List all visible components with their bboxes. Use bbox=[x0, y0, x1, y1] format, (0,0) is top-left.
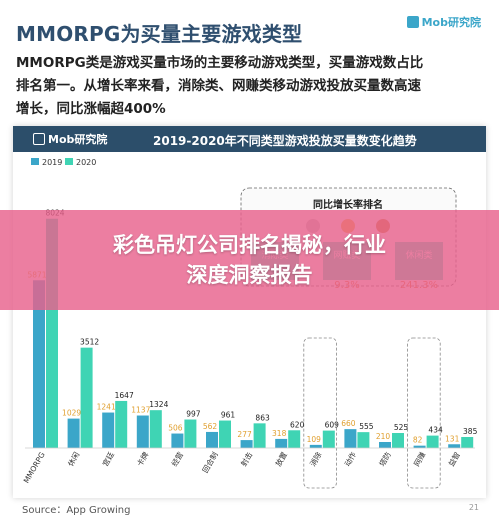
banner-line-1: 彩色吊灯公司排名揭秘，行业 bbox=[113, 233, 386, 257]
data-label-2020-消除: 609 bbox=[325, 421, 340, 430]
bar-2019-网赚 bbox=[413, 445, 426, 448]
bar-2020-益智 bbox=[461, 437, 474, 448]
bar-2020-网赚 bbox=[426, 435, 439, 448]
bar-2020-宫廷 bbox=[115, 400, 128, 448]
source-note: Source：App Growing bbox=[22, 505, 131, 516]
data-label-2019-益智: 131 bbox=[445, 434, 460, 443]
category-label-卡牌: 卡牌 bbox=[134, 450, 150, 468]
bar-2019-宫廷 bbox=[102, 412, 115, 448]
highlight-box-网赚 bbox=[407, 337, 441, 489]
category-label-益智: 益智 bbox=[446, 450, 462, 468]
bar-2020-射击 bbox=[253, 423, 266, 448]
data-label-2019-经营: 506 bbox=[168, 424, 183, 433]
data-label-2020-宫廷: 1647 bbox=[115, 391, 134, 400]
legend-swatch-2020 bbox=[65, 158, 73, 165]
bar-2019-放置 bbox=[275, 438, 288, 448]
data-label-2020-塔防: 525 bbox=[394, 423, 409, 432]
summary-line-1: MMORPG类是游戏买量市场的主要移动游戏类型，买量游戏数占比 bbox=[16, 55, 424, 71]
data-label-2020-卡牌: 1324 bbox=[149, 400, 168, 409]
bar-2020-塔防 bbox=[392, 433, 404, 448]
category-label-放置: 放置 bbox=[273, 450, 289, 468]
data-label-2020-放置: 620 bbox=[290, 420, 305, 429]
category-label-MMORPG: MMORPG bbox=[22, 450, 47, 484]
data-label-2020-休闲: 3512 bbox=[80, 338, 99, 347]
bar-2019-塔防 bbox=[379, 442, 391, 448]
slide-title: MMORPG为买量主要游戏类型 bbox=[16, 22, 303, 46]
overlay-banner: 彩色吊灯公司排名揭秘，行业 深度洞察报告 bbox=[0, 210, 499, 310]
bar-2019-休闲 bbox=[67, 418, 80, 448]
bar-2019-消除 bbox=[309, 444, 322, 448]
data-label-2019-回合制: 562 bbox=[203, 422, 218, 431]
bar-2019-射击 bbox=[240, 440, 253, 448]
bar-2020-回合制 bbox=[219, 420, 231, 448]
bar-2019-MMORPG bbox=[33, 280, 45, 448]
logo-icon bbox=[406, 16, 419, 28]
bar-2020-卡牌 bbox=[149, 410, 162, 448]
bar-2020-动作 bbox=[357, 432, 370, 448]
data-label-2020-网赚: 434 bbox=[428, 426, 443, 435]
data-label-2019-放置: 318 bbox=[272, 429, 287, 438]
category-label-经营: 经营 bbox=[169, 450, 185, 468]
bar-2019-卡牌 bbox=[136, 415, 149, 448]
highlight-box-消除 bbox=[303, 337, 337, 489]
logo-text: Mob研究院 bbox=[421, 16, 481, 29]
summary-line-2: 排名第一。从增长率来看，消除类、网赚类移动游戏投放买量数高速 bbox=[16, 78, 421, 94]
legend-swatch-2019 bbox=[31, 158, 39, 165]
data-label-2019-休闲: 1029 bbox=[62, 409, 81, 418]
data-label-2020-射击: 863 bbox=[255, 413, 270, 422]
bar-2020-消除 bbox=[322, 430, 335, 448]
bar-2019-动作 bbox=[344, 429, 357, 448]
summary-line-3: 增长，同比涨幅超400% bbox=[16, 101, 166, 117]
category-label-射击: 射击 bbox=[238, 450, 254, 468]
category-label-休闲: 休闲 bbox=[65, 450, 81, 468]
bar-2020-休闲 bbox=[80, 347, 93, 448]
data-label-2020-动作: 555 bbox=[359, 422, 374, 431]
legend-label-2019: 2019 bbox=[42, 158, 62, 167]
data-label-2019-塔防: 210 bbox=[376, 432, 391, 441]
bar-2019-经营 bbox=[171, 433, 184, 448]
bar-2019-回合制 bbox=[206, 431, 218, 448]
summary-text: MMORPG类是游戏买量市场的主要移动游戏类型，买量游戏数占比 排名第一。从增长… bbox=[16, 52, 486, 121]
category-label-宫廷: 宫廷 bbox=[100, 450, 116, 468]
data-label-2020-回合制: 961 bbox=[221, 411, 236, 420]
data-label-2019-卡牌: 1137 bbox=[131, 406, 150, 415]
chart-panel-header: Mob研究院 2019-2020年不同类型游戏投放买量数变化趋势 bbox=[13, 126, 486, 152]
chart-panel: Mob研究院 2019-2020年不同类型游戏投放买量数变化趋势 2019 202… bbox=[13, 126, 486, 498]
bar-2020-经营 bbox=[184, 419, 197, 448]
panel-logo-text: Mob研究院 bbox=[48, 133, 108, 146]
legend-label-2020: 2020 bbox=[76, 158, 96, 167]
data-label-2019-消除: 109 bbox=[307, 435, 322, 444]
data-label-2020-益智: 385 bbox=[463, 427, 478, 436]
bar-2020-放置 bbox=[288, 430, 301, 448]
category-label-回合制: 回合制 bbox=[200, 450, 220, 474]
chart-title: 2019-2020年不同类型游戏投放买量数变化趋势 bbox=[153, 134, 417, 148]
banner-line-2: 深度洞察报告 bbox=[186, 263, 313, 287]
page-number: 21 bbox=[468, 503, 479, 512]
growth-ranking-title: 同比增长率排名 bbox=[313, 198, 383, 211]
data-label-2019-射击: 277 bbox=[237, 430, 252, 439]
bar-chart: 20192020同比增长率排名消除类网赚类9.3%休闲类241.3%587180… bbox=[22, 158, 478, 489]
category-label-网赚: 网赚 bbox=[411, 450, 427, 468]
data-label-2019-宫廷: 1241 bbox=[97, 403, 116, 412]
panel-logo-icon bbox=[33, 133, 45, 145]
brand-logo: Mob研究院 bbox=[406, 14, 481, 30]
data-label-2020-经营: 997 bbox=[186, 410, 201, 419]
panel-logo: Mob研究院 bbox=[33, 131, 107, 147]
category-label-塔防: 塔防 bbox=[377, 450, 393, 468]
category-label-消除: 消除 bbox=[307, 450, 323, 468]
category-label-动作: 动作 bbox=[342, 450, 358, 468]
data-label-2019-动作: 660 bbox=[341, 419, 356, 428]
data-label-2019-网赚: 82 bbox=[413, 436, 423, 445]
bar-2019-益智 bbox=[448, 444, 461, 448]
